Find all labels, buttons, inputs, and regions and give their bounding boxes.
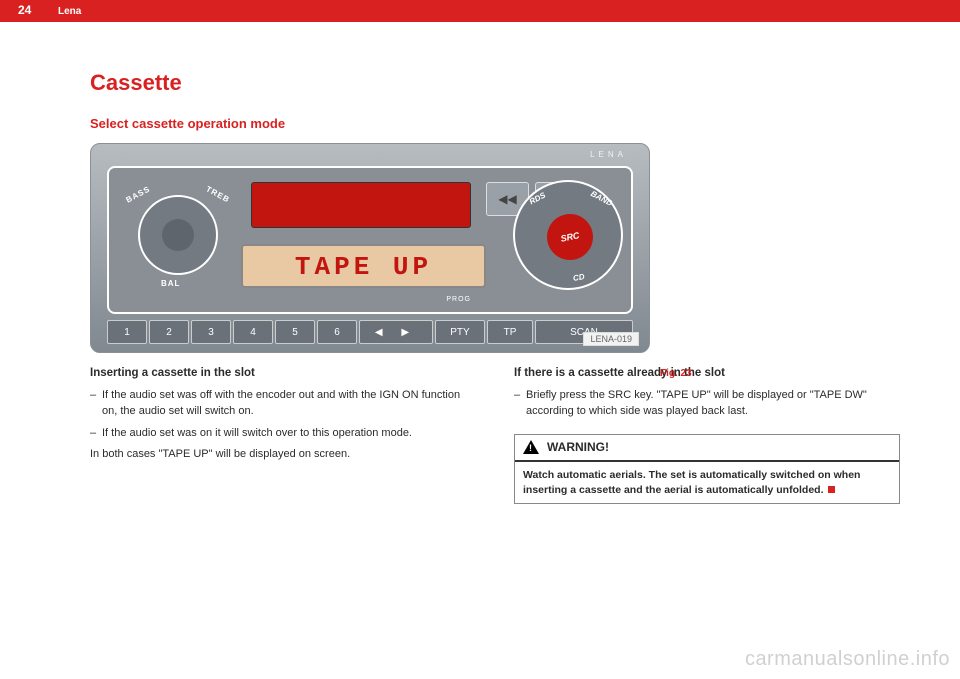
cassette-slot xyxy=(251,182,471,228)
dash-icon: – xyxy=(90,426,102,442)
dpad-bal-label: BAL xyxy=(161,279,180,288)
right-bullet-1: – Briefly press the SRC key. "TAPE UP" w… xyxy=(514,388,900,420)
dash-icon: – xyxy=(90,388,102,420)
warning-text: Watch automatic aerials. The set is auto… xyxy=(523,469,860,496)
dpad-treb-label: TREB xyxy=(205,184,232,204)
dpad: BASS TREB BAL xyxy=(123,180,233,290)
warning-box: WARNING! Watch automatic aerials. The se… xyxy=(514,434,900,505)
preset-5: 5 xyxy=(275,320,315,344)
watermark: carmanualsonline.info xyxy=(745,648,950,671)
left-heading: Inserting a cassette in the slot xyxy=(90,365,476,382)
preset-2: 2 xyxy=(149,320,189,344)
preset-4: 4 xyxy=(233,320,273,344)
preset-1: 1 xyxy=(107,320,147,344)
button-strip: 1 2 3 4 5 6 ◀ ▶ PTY TP SCAN xyxy=(107,320,633,344)
header-bar: 24 Lena xyxy=(0,0,960,22)
left-bullet-1-text: If the audio set was off with the encode… xyxy=(102,388,476,420)
mode-cd-label: CD xyxy=(573,272,586,283)
src-button: SRC xyxy=(543,210,598,265)
seek-arrows: ◀ ▶ xyxy=(359,320,433,344)
mode-rds-label: RDS xyxy=(528,191,547,207)
radio-display: TAPE UP xyxy=(241,244,486,288)
section-title: Cassette xyxy=(90,70,900,96)
figure-code: LENA-019 xyxy=(583,332,639,346)
warning-body: Watch automatic aerials. The set is auto… xyxy=(515,462,899,503)
pty-button: PTY xyxy=(435,320,485,344)
left-bullet-2: – If the audio set was on it will switch… xyxy=(90,426,476,442)
prog-label: PROG xyxy=(446,296,471,303)
preset-3: 3 xyxy=(191,320,231,344)
preset-6: 6 xyxy=(317,320,357,344)
dpad-center xyxy=(162,219,194,251)
dash-icon: – xyxy=(514,388,526,420)
right-heading: If there is a cassette already in the sl… xyxy=(514,365,900,382)
left-bullet-2-text: If the audio set was on it will switch o… xyxy=(102,426,476,442)
radio-illustration: LENA BASS TREB BAL ◀◀ ▶▶ TAPE UP PROG RD… xyxy=(90,143,650,353)
end-square-icon xyxy=(828,486,835,493)
body-columns: Inserting a cassette in the slot – If th… xyxy=(90,365,900,504)
figure-label: Fig. 23 xyxy=(660,368,692,379)
right-column: If there is a cassette already in the sl… xyxy=(514,365,900,504)
page-number: 24 xyxy=(18,3,31,17)
header-title: Lena xyxy=(58,6,81,17)
dpad-bass-label: BASS xyxy=(124,184,151,204)
page-content: Cassette Select cassette operation mode … xyxy=(90,70,900,504)
left-paragraph: In both cases "TAPE UP" will be displaye… xyxy=(90,447,476,463)
mode-wheel: RDS BAND CD SRC xyxy=(513,180,623,290)
left-column: Inserting a cassette in the slot – If th… xyxy=(90,365,476,504)
warning-header: WARNING! xyxy=(515,435,899,462)
section-subtitle: Select cassette operation mode xyxy=(90,116,900,131)
tp-button: TP xyxy=(487,320,533,344)
left-bullet-1: – If the audio set was off with the enco… xyxy=(90,388,476,420)
radio-brand: LENA xyxy=(590,150,627,159)
right-bullet-1-text: Briefly press the SRC key. "TAPE UP" wil… xyxy=(526,388,900,420)
warning-label: WARNING! xyxy=(547,439,609,456)
warning-triangle-icon xyxy=(523,440,539,454)
